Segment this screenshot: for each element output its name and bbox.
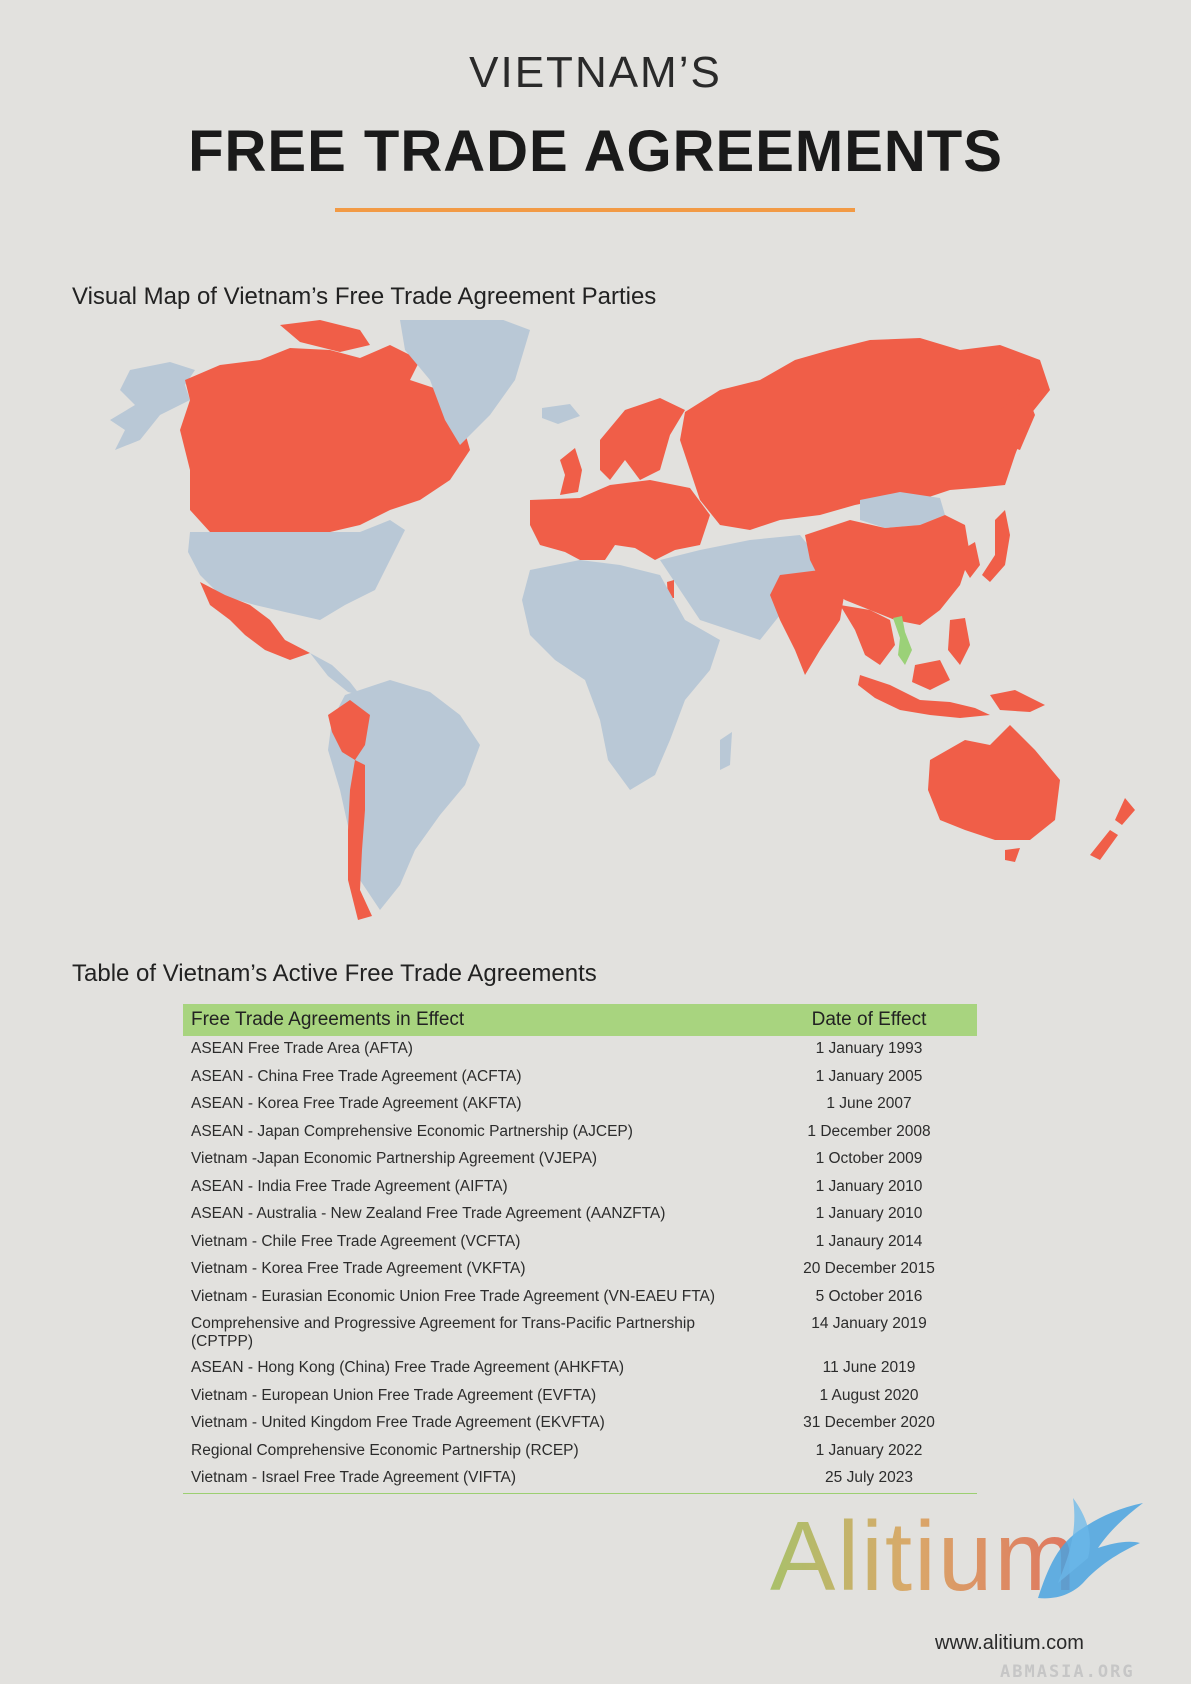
date-cell: 1 Janaury 2014 (815, 1232, 923, 1250)
table-row: Vietnam - Eurasian Economic Union Free T… (183, 1284, 977, 1312)
map-madagascar (720, 732, 732, 770)
date-cell: 1 January 1993 (815, 1040, 923, 1057)
table-row: Vietnam - European Union Free Trade Agre… (183, 1383, 977, 1411)
table-row: Vietnam - Israel Free Trade Agreement (V… (183, 1465, 977, 1494)
date-cell: 25 July 2023 (761, 1465, 977, 1494)
agreement-cell: Vietnam - Israel Free Trade Agreement (V… (183, 1465, 761, 1494)
date-cell: 20 December 2015 (803, 1260, 935, 1277)
map-tasmania (1005, 848, 1020, 862)
table-row: ASEAN Free Trade Area (AFTA) 1 January 19… (183, 1036, 977, 1064)
table-row: ASEAN - Japan Comprehensive Economic Par… (183, 1119, 977, 1147)
map-se-asia (840, 605, 895, 665)
fta-table: Free Trade Agreements in Effect Date of … (183, 1004, 977, 1494)
map-chile (348, 760, 372, 920)
page-supertitle: VIETNAM’S (469, 48, 722, 97)
agreement-cell: Vietnam - European Union Free Trade Agre… (191, 1386, 597, 1404)
date-cell: 11 June 2019 (822, 1359, 916, 1376)
agreement-cell: Regional Comprehensive Economic Partners… (191, 1441, 579, 1459)
map-malaysia-indonesia (858, 675, 990, 718)
logo-wordmark: Alitium (770, 1501, 1079, 1611)
map-central-america (310, 653, 360, 695)
agreement-cell: Vietnam - Chile Free Trade Agreement (VC… (191, 1232, 521, 1250)
agreement-cell: ASEAN - India Free Trade Agreement (AIFT… (191, 1177, 508, 1195)
table-section-title: Table of Vietnam’s Active Free Trade Agr… (72, 960, 597, 987)
date-cell: 1 January 2022 (815, 1441, 923, 1459)
table-row: Vietnam -Japan Economic Partnership Agre… (183, 1146, 977, 1174)
map-scandinavia (600, 398, 685, 480)
table-row: Vietnam - Chile Free Trade Agreement (VC… (183, 1229, 977, 1257)
date-cell: 1 January 2010 (815, 1177, 923, 1195)
table-row: ASEAN - India Free Trade Agreement (AIFT… (183, 1174, 977, 1202)
date-cell: 5 October 2016 (815, 1287, 923, 1305)
column-header-date: Date of Effect (761, 1004, 977, 1036)
agreement-cell: Vietnam -Japan Economic Partnership Agre… (191, 1150, 598, 1167)
map-mexico (200, 582, 310, 660)
map-philippines (948, 618, 970, 665)
website-url[interactable]: www.alitium.com (935, 1632, 1084, 1654)
date-cell: 1 October 2009 (815, 1150, 923, 1167)
table-row: Regional Comprehensive Economic Partners… (183, 1438, 977, 1466)
table-row: Comprehensive and Progressive Agreement … (183, 1311, 977, 1355)
date-cell: 1 December 2008 (807, 1122, 931, 1140)
table-row: ASEAN - Hong Kong (China) Free Trade Agr… (183, 1355, 977, 1383)
agreement-cell: ASEAN - Australia - New Zealand Free Tra… (191, 1205, 666, 1222)
map-korea (962, 542, 980, 578)
map-india (770, 570, 845, 675)
map-peru (328, 700, 370, 760)
table-row: Vietnam - Korea Free Trade Agreement (VK… (183, 1256, 977, 1284)
map-png (990, 690, 1045, 712)
map-uk (560, 448, 582, 495)
date-cell: 31 December 2020 (803, 1414, 935, 1431)
map-borneo (912, 660, 950, 690)
agreement-cell: ASEAN - Japan Comprehensive Economic Par… (191, 1122, 633, 1140)
map-japan (982, 510, 1010, 582)
title-divider (335, 208, 855, 212)
bird-icon (1038, 1498, 1143, 1599)
agreement-cell: Vietnam - Eurasian Economic Union Free T… (191, 1287, 716, 1305)
world-map (110, 320, 1135, 920)
map-section-title: Visual Map of Vietnam’s Free Trade Agree… (72, 283, 657, 310)
map-greenland (400, 320, 530, 445)
agreement-cell: Vietnam - United Kingdom Free Trade Agre… (191, 1414, 605, 1431)
map-usa (188, 520, 405, 620)
alitium-logo: Alitium (766, 1498, 1146, 1630)
agreement-cell: ASEAN - Korea Free Trade Agreement (AKFT… (191, 1095, 522, 1112)
date-cell: 1 January 2010 (815, 1205, 923, 1222)
map-kamchatka (1000, 390, 1035, 450)
page-title: FREE TRADE AGREEMENTS (188, 119, 1003, 184)
agreement-cell: ASEAN - Hong Kong (China) Free Trade Agr… (191, 1359, 625, 1376)
table-row: ASEAN - Korea Free Trade Agreement (AKFT… (183, 1091, 977, 1119)
map-russia (680, 338, 1050, 530)
agreement-cell: ASEAN - China Free Trade Agreement (ACFT… (191, 1067, 522, 1085)
watermark: ABMASIA.ORG (1000, 1662, 1135, 1682)
agreement-cell: Vietnam - Korea Free Trade Agreement (VK… (191, 1260, 526, 1277)
map-iceland (542, 404, 580, 424)
table-header-row: Free Trade Agreements in Effect Date of … (183, 1004, 977, 1036)
map-europe (530, 480, 710, 560)
date-cell: 14 January 2019 (811, 1315, 927, 1332)
map-canada (180, 345, 470, 532)
column-header-agreement: Free Trade Agreements in Effect (183, 1004, 761, 1036)
map-vietnam (893, 616, 912, 665)
map-new-zealand (1090, 798, 1135, 860)
table-row: Vietnam - United Kingdom Free Trade Agre… (183, 1410, 977, 1438)
map-china (805, 515, 970, 625)
date-cell: 1 January 2005 (815, 1067, 923, 1085)
map-mongolia (860, 492, 945, 528)
agreement-cell: ASEAN Free Trade Area (AFTA) (191, 1040, 413, 1057)
agreement-cell: Comprehensive and Progressive Agreement … (191, 1315, 695, 1350)
table-row: ASEAN - China Free Trade Agreement (ACFT… (183, 1064, 977, 1092)
date-cell: 1 June 2007 (826, 1095, 912, 1112)
map-alaska (110, 362, 195, 450)
map-canada-islands (280, 320, 370, 352)
map-australia (928, 725, 1060, 840)
date-cell: 1 August 2020 (819, 1386, 919, 1404)
table-row: ASEAN - Australia - New Zealand Free Tra… (183, 1201, 977, 1229)
map-africa (522, 560, 720, 790)
